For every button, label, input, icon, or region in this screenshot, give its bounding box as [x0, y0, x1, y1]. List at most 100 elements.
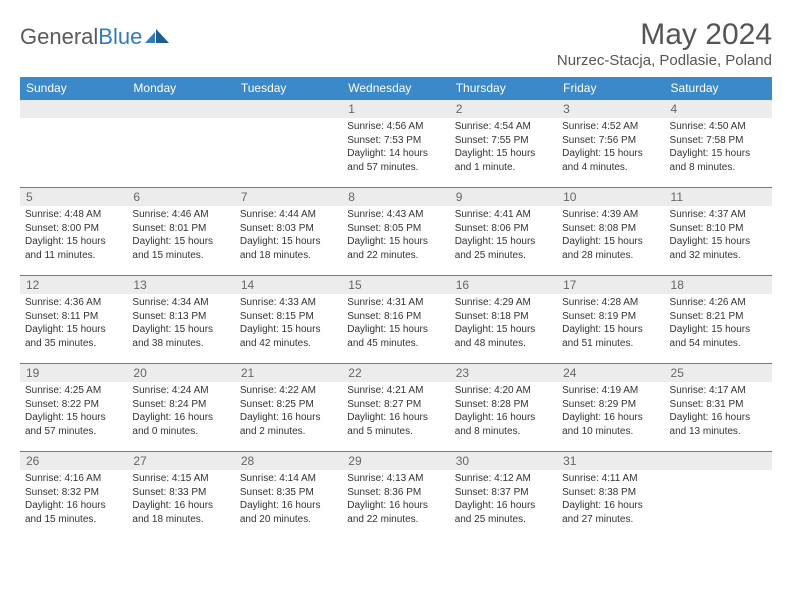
- day-number: 13: [127, 276, 234, 294]
- day-line: Sunrise: 4:14 AM: [240, 472, 337, 486]
- day-line: and 25 minutes.: [455, 249, 552, 263]
- day-line: Daylight: 15 hours: [562, 323, 659, 337]
- day-header: Monday: [127, 77, 234, 100]
- day-content: Sunrise: 4:37 AMSunset: 8:10 PMDaylight:…: [665, 206, 772, 266]
- calendar-empty-cell: [20, 100, 127, 188]
- day-line: Sunrise: 4:48 AM: [25, 208, 122, 222]
- day-header: Tuesday: [235, 77, 342, 100]
- day-line: and 22 minutes.: [347, 249, 444, 263]
- day-content: Sunrise: 4:52 AMSunset: 7:56 PMDaylight:…: [557, 118, 664, 178]
- day-line: Daylight: 15 hours: [25, 323, 122, 337]
- day-line: Sunset: 7:56 PM: [562, 134, 659, 148]
- day-number: 3: [557, 100, 664, 118]
- logo-text: GeneralBlue: [20, 24, 142, 50]
- calendar-week-row: 1Sunrise: 4:56 AMSunset: 7:53 PMDaylight…: [20, 100, 772, 188]
- day-line: Sunrise: 4:43 AM: [347, 208, 444, 222]
- day-line: Sunrise: 4:20 AM: [455, 384, 552, 398]
- day-line: and 51 minutes.: [562, 337, 659, 351]
- day-number: 30: [450, 452, 557, 470]
- day-line: Daylight: 16 hours: [347, 499, 444, 513]
- day-line: and 20 minutes.: [240, 513, 337, 527]
- day-number: 25: [665, 364, 772, 382]
- day-line: Daylight: 15 hours: [455, 235, 552, 249]
- day-number: [20, 100, 127, 118]
- day-line: Sunrise: 4:16 AM: [25, 472, 122, 486]
- day-content: Sunrise: 4:20 AMSunset: 8:28 PMDaylight:…: [450, 382, 557, 442]
- day-line: and 42 minutes.: [240, 337, 337, 351]
- day-number: 27: [127, 452, 234, 470]
- day-line: Sunset: 8:22 PM: [25, 398, 122, 412]
- day-line: Daylight: 15 hours: [670, 147, 767, 161]
- month-title: May 2024: [557, 18, 772, 51]
- day-line: and 18 minutes.: [132, 513, 229, 527]
- calendar-day-cell: 26Sunrise: 4:16 AMSunset: 8:32 PMDayligh…: [20, 452, 127, 540]
- day-line: Daylight: 15 hours: [455, 147, 552, 161]
- day-content: Sunrise: 4:56 AMSunset: 7:53 PMDaylight:…: [342, 118, 449, 178]
- day-content: Sunrise: 4:29 AMSunset: 8:18 PMDaylight:…: [450, 294, 557, 354]
- day-content: Sunrise: 4:50 AMSunset: 7:58 PMDaylight:…: [665, 118, 772, 178]
- calendar-day-cell: 9Sunrise: 4:41 AMSunset: 8:06 PMDaylight…: [450, 188, 557, 276]
- day-line: Sunrise: 4:52 AM: [562, 120, 659, 134]
- day-line: Sunset: 8:15 PM: [240, 310, 337, 324]
- day-line: Sunset: 8:35 PM: [240, 486, 337, 500]
- day-line: Sunset: 8:29 PM: [562, 398, 659, 412]
- day-line: and 8 minutes.: [455, 425, 552, 439]
- day-line: Sunrise: 4:28 AM: [562, 296, 659, 310]
- day-line: Sunrise: 4:41 AM: [455, 208, 552, 222]
- calendar-day-cell: 10Sunrise: 4:39 AMSunset: 8:08 PMDayligh…: [557, 188, 664, 276]
- day-line: Daylight: 15 hours: [455, 323, 552, 337]
- day-line: Daylight: 15 hours: [240, 323, 337, 337]
- title-block: May 2024 Nurzec-Stacja, Podlasie, Poland: [557, 18, 772, 69]
- day-content: Sunrise: 4:13 AMSunset: 8:36 PMDaylight:…: [342, 470, 449, 530]
- day-line: Daylight: 16 hours: [132, 499, 229, 513]
- day-number: 29: [342, 452, 449, 470]
- day-header: Friday: [557, 77, 664, 100]
- day-number: 26: [20, 452, 127, 470]
- day-number: [127, 100, 234, 118]
- day-line: and 27 minutes.: [562, 513, 659, 527]
- day-line: Sunrise: 4:17 AM: [670, 384, 767, 398]
- day-line: Daylight: 15 hours: [132, 235, 229, 249]
- calendar-day-cell: 8Sunrise: 4:43 AMSunset: 8:05 PMDaylight…: [342, 188, 449, 276]
- day-line: Sunrise: 4:36 AM: [25, 296, 122, 310]
- day-line: and 35 minutes.: [25, 337, 122, 351]
- calendar-day-cell: 13Sunrise: 4:34 AMSunset: 8:13 PMDayligh…: [127, 276, 234, 364]
- day-line: and 57 minutes.: [347, 161, 444, 175]
- day-number: 17: [557, 276, 664, 294]
- day-number: [235, 100, 342, 118]
- day-line: Daylight: 16 hours: [347, 411, 444, 425]
- calendar-day-cell: 19Sunrise: 4:25 AMSunset: 8:22 PMDayligh…: [20, 364, 127, 452]
- logo-text-part1: General: [20, 24, 98, 49]
- day-line: Sunset: 8:19 PM: [562, 310, 659, 324]
- day-line: Daylight: 16 hours: [132, 411, 229, 425]
- day-content: Sunrise: 4:54 AMSunset: 7:55 PMDaylight:…: [450, 118, 557, 178]
- day-line: Daylight: 15 hours: [347, 235, 444, 249]
- day-content: Sunrise: 4:19 AMSunset: 8:29 PMDaylight:…: [557, 382, 664, 442]
- day-content: Sunrise: 4:46 AMSunset: 8:01 PMDaylight:…: [127, 206, 234, 266]
- day-line: Sunset: 8:11 PM: [25, 310, 122, 324]
- calendar-day-cell: 3Sunrise: 4:52 AMSunset: 7:56 PMDaylight…: [557, 100, 664, 188]
- day-line: Sunset: 7:58 PM: [670, 134, 767, 148]
- day-line: and 15 minutes.: [25, 513, 122, 527]
- day-line: Sunset: 8:01 PM: [132, 222, 229, 236]
- day-content: Sunrise: 4:25 AMSunset: 8:22 PMDaylight:…: [20, 382, 127, 442]
- day-line: and 4 minutes.: [562, 161, 659, 175]
- calendar-day-cell: 28Sunrise: 4:14 AMSunset: 8:35 PMDayligh…: [235, 452, 342, 540]
- day-line: and 28 minutes.: [562, 249, 659, 263]
- calendar-day-cell: 30Sunrise: 4:12 AMSunset: 8:37 PMDayligh…: [450, 452, 557, 540]
- day-line: and 57 minutes.: [25, 425, 122, 439]
- day-number: 14: [235, 276, 342, 294]
- day-line: Sunrise: 4:31 AM: [347, 296, 444, 310]
- day-number: 21: [235, 364, 342, 382]
- calendar-day-cell: 23Sunrise: 4:20 AMSunset: 8:28 PMDayligh…: [450, 364, 557, 452]
- day-number: 28: [235, 452, 342, 470]
- day-number: 22: [342, 364, 449, 382]
- day-line: and 15 minutes.: [132, 249, 229, 263]
- day-line: Sunset: 8:36 PM: [347, 486, 444, 500]
- header-row: GeneralBlue May 2024 Nurzec-Stacja, Podl…: [20, 18, 772, 69]
- day-line: Sunset: 8:25 PM: [240, 398, 337, 412]
- day-number: 9: [450, 188, 557, 206]
- day-content: Sunrise: 4:22 AMSunset: 8:25 PMDaylight:…: [235, 382, 342, 442]
- calendar-day-cell: 21Sunrise: 4:22 AMSunset: 8:25 PMDayligh…: [235, 364, 342, 452]
- day-line: and 8 minutes.: [670, 161, 767, 175]
